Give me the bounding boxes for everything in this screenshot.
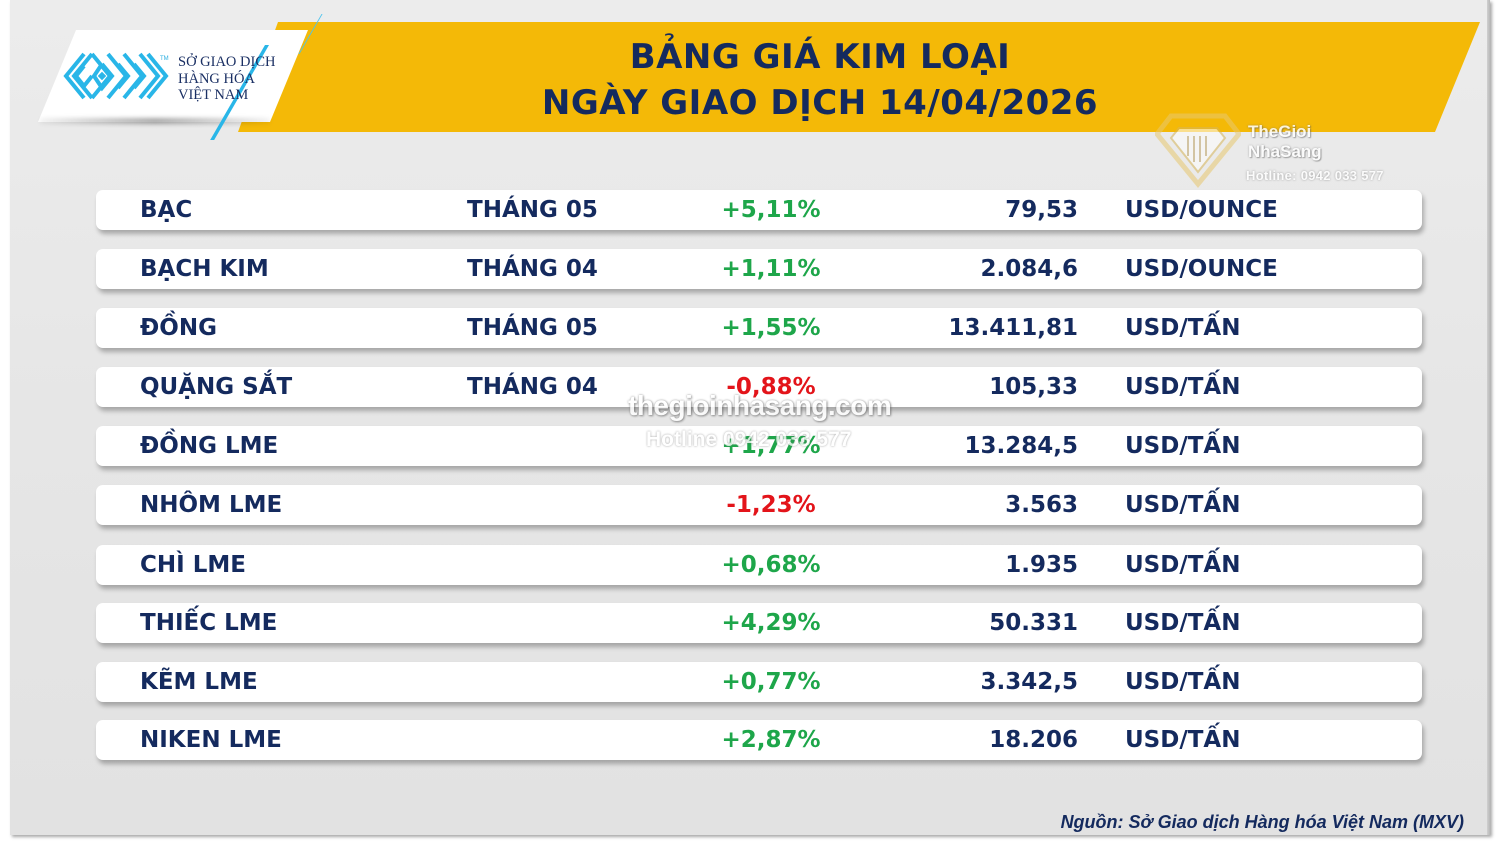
change-percent: +5,11%	[721, 197, 821, 223]
logo-card	[38, 30, 308, 122]
metal-name: ĐỒNG	[140, 315, 217, 341]
infographic-canvas: TM SỞ GIAO DỊCH HÀNG HÓA VIỆT NAM BẢNG G…	[10, 0, 1490, 835]
change-percent: +1,77%	[721, 433, 821, 459]
change-percent: +0,68%	[721, 552, 821, 578]
price-value: 3.342,5	[980, 669, 1079, 695]
table-row: BẠC THÁNG 05 +5,11% 79,53 USD/OUNCE	[96, 190, 1422, 230]
header-band	[238, 22, 1480, 132]
change-percent: -1,23%	[726, 492, 816, 518]
price-value: 1.935	[1005, 552, 1078, 578]
price-value: 105,33	[989, 374, 1078, 400]
mxv-maze-logo-icon	[63, 52, 169, 100]
metal-name: QUẶNG SẮT	[140, 374, 293, 400]
watermark-hotline: Hotline: 0942 033 577	[1246, 168, 1384, 183]
watermark-site: thegioinhasang.com	[628, 390, 892, 421]
price-value: 13.284,5	[964, 433, 1079, 459]
watermark-site-hotline: Hotline 0942 033 577	[646, 428, 852, 451]
change-percent: +1,11%	[721, 256, 821, 282]
watermark-brand: TheGioi NhaSang	[1248, 122, 1322, 162]
price-value: 3.563	[1005, 492, 1078, 518]
price-unit: USD/TẤN	[1125, 433, 1241, 459]
table-row: BẠCH KIM THÁNG 04 +1,11% 2.084,6 USD/OUN…	[96, 249, 1422, 289]
table-row: NHÔM LME -1,23% 3.563 USD/TẤN	[96, 485, 1422, 525]
price-value: 18.206	[989, 727, 1078, 753]
price-unit: USD/TẤN	[1125, 374, 1241, 400]
table-row: THIẾC LME +4,29% 50.331 USD/TẤN	[96, 603, 1422, 643]
metal-name: CHÌ LME	[140, 552, 246, 578]
watermark-brand-line2: NhaSang	[1248, 142, 1322, 161]
logo-text-line2: HÀNG HÓA	[178, 70, 255, 87]
metal-name: BẠCH KIM	[140, 256, 269, 282]
watermark-brand-line1: TheGioi	[1248, 122, 1312, 141]
change-percent: +4,29%	[721, 610, 821, 636]
table-row: ĐỒNG THÁNG 05 +1,55% 13.411,81 USD/TẤN	[96, 308, 1422, 348]
table-row: KẼM LME +0,77% 3.342,5 USD/TẤN	[96, 662, 1422, 702]
metal-name: KẼM LME	[140, 669, 258, 695]
logo-text-line1: SỞ GIAO DỊCH	[178, 54, 276, 70]
price-value: 79,53	[1005, 197, 1078, 223]
title-line-1: BẢNG GIÁ KIM LOẠI	[629, 37, 1011, 77]
price-unit: USD/TẤN	[1125, 669, 1241, 695]
metal-name: THIẾC LME	[140, 610, 278, 636]
table-row: CHÌ LME +0,68% 1.935 USD/TẤN	[96, 545, 1422, 585]
contract-month: THÁNG 05	[467, 315, 598, 341]
contract-month: THÁNG 04	[467, 374, 598, 400]
price-unit: USD/TẤN	[1125, 727, 1241, 753]
table-row: ĐỒNG LME +1,77% 13.284,5 USD/TẤN	[96, 426, 1422, 466]
logo-text-line3: VIỆT NAM	[178, 87, 249, 103]
price-value: 50.331	[989, 610, 1078, 636]
metal-name: NHÔM LME	[140, 492, 283, 518]
price-unit: USD/OUNCE	[1125, 256, 1278, 282]
change-percent: +0,77%	[721, 669, 821, 695]
title-line-2: NGÀY GIAO DỊCH 14/04/2026	[541, 83, 1099, 123]
diamond-logo-icon	[1155, 113, 1241, 188]
metal-name: NIKEN LME	[140, 727, 282, 753]
page-title: BẢNG GIÁ KIM LOẠI NGÀY GIAO DỊCH 14/04/2…	[410, 34, 1230, 126]
contract-month: THÁNG 05	[467, 197, 598, 223]
price-value: 2.084,6	[980, 256, 1079, 282]
price-value: 13.411,81	[948, 315, 1079, 341]
price-unit: USD/TẤN	[1125, 610, 1241, 636]
change-percent: +1,55%	[721, 315, 821, 341]
table-row: QUẶNG SẮT THÁNG 04 -0,88% 105,33 USD/TẤN	[96, 367, 1422, 407]
metal-name: BẠC	[140, 197, 193, 223]
source-note: Nguồn: Sở Giao dịch Hàng hóa Việt Nam (M…	[1060, 812, 1464, 832]
metal-name: ĐỒNG LME	[140, 433, 279, 459]
change-percent: +2,87%	[721, 727, 821, 753]
price-unit: USD/TẤN	[1125, 552, 1241, 578]
price-unit: USD/TẤN	[1125, 492, 1241, 518]
logo-trademark: TM	[160, 56, 169, 62]
table-row: NIKEN LME +2,87% 18.206 USD/TẤN	[96, 720, 1422, 760]
contract-month: THÁNG 04	[467, 256, 598, 282]
change-percent: -0,88%	[726, 374, 816, 400]
price-unit: USD/TẤN	[1125, 315, 1241, 341]
logo-text: SỞ GIAO DỊCH HÀNG HÓA VIỆT NAM	[178, 54, 275, 104]
logo-shadow	[40, 118, 270, 124]
price-unit: USD/OUNCE	[1125, 197, 1278, 223]
